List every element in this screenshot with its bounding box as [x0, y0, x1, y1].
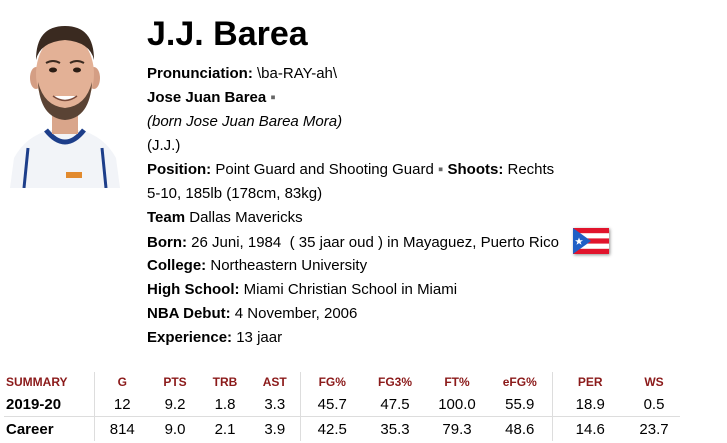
debut-value[interactable]: 4 November, 2006 — [234, 305, 358, 322]
experience-value: 13 jaar — [236, 329, 283, 346]
header-ast: AST — [250, 372, 301, 392]
nickname: (J.J.) — [147, 137, 181, 154]
born-in: ) in Mayaguez, — [378, 233, 477, 251]
cell-per: 18.9 — [552, 392, 628, 417]
pronunciation-label: Pronunciation — [147, 65, 248, 82]
header-pts: PTS — [163, 375, 187, 389]
cell-ws: 0.5 — [628, 392, 680, 417]
cell-ast: 3.3 — [250, 392, 301, 417]
position-value: Point Guard and Shooting Guard — [215, 161, 434, 178]
team-link[interactable]: Dallas Mavericks — [189, 209, 303, 226]
highschool-line: High School: Miami Christian School in M… — [147, 278, 609, 302]
born-date[interactable]: 26 Juni, 1984 — [191, 233, 282, 251]
puerto-rico-flag-icon — [573, 228, 610, 254]
debut-label: NBA Debut: — [147, 305, 231, 322]
cell-ft-pct: 100.0 — [426, 392, 488, 417]
college-value[interactable]: Northeastern University — [210, 257, 368, 274]
born-label: Born: — [147, 233, 187, 251]
header-g: G — [117, 375, 127, 389]
shoots-value: Rechts — [507, 161, 555, 178]
cell-g: 12 — [94, 392, 150, 417]
highschool-value: Miami Christian School in Miami — [243, 281, 458, 298]
college-line: College: Northeastern University — [147, 254, 609, 278]
header-fg-pct: FG% — [318, 375, 346, 389]
header-ws: WS — [644, 375, 664, 389]
header-trb: TRB — [212, 375, 238, 389]
full-name-line: Jose Juan Barea ▪ — [147, 89, 276, 106]
cell-per: 14.6 — [575, 420, 605, 438]
position-line: Position: Point Guard and Shooting Guard… — [147, 161, 555, 178]
stats-header-row: SUMMARY G PTS TRB AST FG% FG3% FT% eFG% … — [4, 372, 680, 392]
cell-ws: 23.7 — [639, 420, 669, 438]
full-name: Jose Juan Barea — [147, 89, 267, 106]
table-row: Career 814 9.0 2.1 3.9 42.5 35.3 79.3 48… — [4, 416, 680, 441]
cell-fg-pct: 42.5 — [317, 420, 347, 438]
cell-pts: 9.0 — [164, 420, 186, 438]
pronunciation-line: Pronunciation: \ba-RAY-ah\ — [147, 65, 338, 82]
cell-fg3-pct: 35.3 — [380, 420, 410, 438]
experience-label: Experience: — [147, 329, 233, 346]
player-photo — [6, 8, 124, 188]
born-place[interactable]: Puerto Rico — [480, 233, 559, 251]
cell-fg-pct: 45.7 — [300, 392, 364, 417]
college-label: College: — [147, 257, 207, 274]
cell-g: 814 — [109, 420, 135, 438]
header-ft-pct: FT% — [444, 375, 470, 389]
cell-pts: 9.2 — [150, 392, 200, 417]
debut-line: NBA Debut: 4 November, 2006 — [147, 302, 609, 326]
row-label: Career — [4, 416, 95, 441]
player-name: J.J. Barea — [147, 15, 308, 53]
header-summary: SUMMARY — [4, 372, 95, 392]
born-line: Born: 26 Juni, 1984 ( 35 jaar oud ) in M… — [147, 228, 610, 254]
header-per: PER — [577, 375, 603, 389]
age: 35 jaar oud — [298, 233, 374, 251]
table-row: 2019-20 12 9.2 1.8 3.3 45.7 47.5 100.0 5… — [4, 392, 680, 417]
experience-line: Experience: 13 jaar — [147, 326, 609, 350]
cell-efg-pct: 55.9 — [488, 392, 553, 417]
cell-ft-pct: 79.3 — [442, 420, 472, 438]
team-label: Team — [147, 209, 186, 226]
size: 5-10, 185lb (178cm, 83kg) — [147, 185, 323, 202]
header-fg3-pct: FG3% — [377, 375, 412, 389]
cell-efg-pct: 48.6 — [488, 416, 553, 441]
cell-ast: 3.9 — [250, 416, 301, 441]
stats-summary-table: SUMMARY G PTS TRB AST FG% FG3% FT% eFG% … — [4, 372, 680, 441]
position-label: Position: — [147, 161, 212, 178]
born-as: (born Jose Juan Barea Mora) — [147, 113, 343, 130]
cell-trb: 2.1 — [214, 420, 236, 438]
player-info: Pronunciation: \ba-RAY-ah\ Jose Juan Bar… — [147, 62, 610, 350]
header-efg-pct: eFG% — [488, 372, 553, 392]
pronunciation-value: \ba-RAY-ah\ — [257, 65, 338, 82]
row-label: 2019-20 — [4, 392, 95, 417]
highschool-label: High School: — [147, 281, 240, 298]
cell-trb: 1.8 — [200, 392, 250, 417]
cell-fg3-pct: 47.5 — [364, 392, 426, 417]
team-line: Team Dallas Mavericks — [147, 206, 609, 230]
shoots-label: Shoots: — [447, 161, 504, 178]
